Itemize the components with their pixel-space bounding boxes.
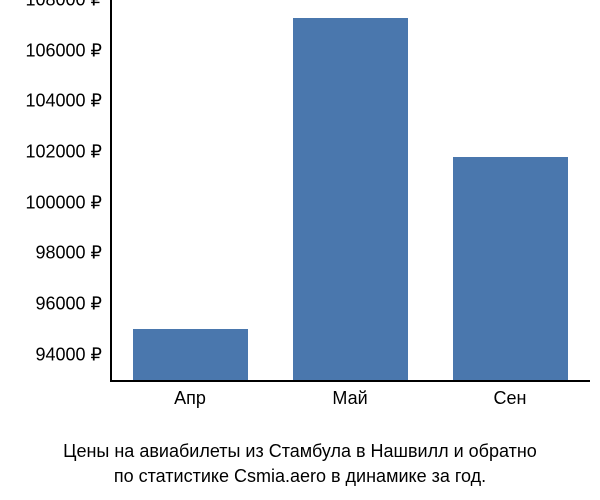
plot-area — [110, 0, 590, 380]
bar — [293, 18, 408, 380]
x-axis-labels: Апр Май Сен — [110, 388, 590, 418]
y-axis-line — [110, 0, 112, 380]
y-tick-label: 104000 ₽ — [25, 91, 102, 112]
x-tick-label: Май — [332, 388, 367, 409]
caption-line-1: Цены на авиабилеты из Стамбула в Нашвилл… — [63, 441, 537, 461]
y-tick-label: 94000 ₽ — [35, 344, 102, 365]
x-tick-label: Сен — [494, 388, 527, 409]
bar — [453, 157, 568, 380]
y-tick-label: 96000 ₽ — [35, 294, 102, 315]
y-tick-label: 106000 ₽ — [25, 40, 102, 61]
x-tick-label: Апр — [174, 388, 206, 409]
y-tick-label: 100000 ₽ — [25, 192, 102, 213]
y-tick-label: 102000 ₽ — [25, 142, 102, 163]
price-bar-chart: 94000 ₽ 96000 ₽ 98000 ₽ 100000 ₽ 102000 ₽ 104… — [0, 0, 600, 420]
bar — [133, 329, 248, 380]
caption-line-2: по статистике Csmia.aero в динамике за г… — [114, 466, 486, 486]
y-tick-label: 98000 ₽ — [35, 243, 102, 264]
y-axis: 94000 ₽ 96000 ₽ 98000 ₽ 100000 ₽ 102000 ₽ 104… — [0, 0, 110, 380]
chart-caption: Цены на авиабилеты из Стамбула в Нашвилл… — [0, 439, 600, 488]
y-tick-label: 108000 ₽ — [25, 0, 102, 11]
x-axis-line — [110, 380, 590, 382]
